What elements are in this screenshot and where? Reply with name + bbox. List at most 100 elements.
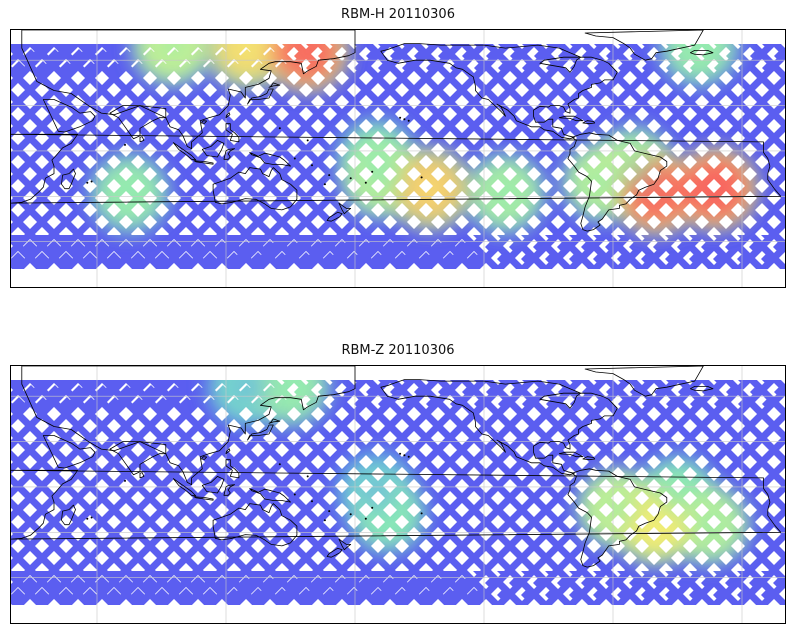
- coastline-north-america: [380, 379, 618, 476]
- coastline-taiwan: [225, 112, 231, 119]
- coastline-java: [193, 160, 214, 165]
- coastline-nz-south: [326, 547, 343, 558]
- coastline-borneo: [201, 476, 225, 494]
- map-canvas-rbm-z: [11, 366, 785, 623]
- coastline-madagascar: [61, 168, 76, 190]
- swath-hotspot-8: [614, 146, 655, 187]
- coastline-newguinea: [249, 488, 291, 503]
- coastline-greenland: [584, 366, 704, 397]
- coastline-cuba: [558, 115, 584, 122]
- coastline-japan: [247, 88, 274, 105]
- island-dot-8: [86, 517, 89, 520]
- coastline-australia: [212, 503, 298, 547]
- island-dot-12: [328, 174, 331, 177]
- coastline-africa-south: [11, 133, 782, 204]
- coastline-newguinea: [249, 152, 291, 167]
- island-dot-14: [364, 517, 367, 520]
- map-canvas-rbm-h: [11, 30, 785, 287]
- coastline-nz-south: [326, 211, 343, 222]
- island-dot-16: [278, 127, 281, 130]
- swath-hotspot-12: [356, 138, 397, 179]
- coastline-eurasia: [21, 366, 356, 486]
- coastline-arabia: [42, 99, 96, 133]
- coastline-sri-lanka: [139, 472, 145, 479]
- coastline-north-america: [380, 43, 618, 140]
- coastline-hokkaido: [268, 418, 281, 424]
- swath-hotspot-2: [597, 488, 638, 529]
- coastline-cuba: [558, 451, 584, 458]
- coastline-philippines: [225, 123, 240, 143]
- island-dot-15: [306, 139, 309, 142]
- island-dot-7: [124, 479, 126, 482]
- coastline-sri-lanka: [139, 136, 145, 143]
- island-dot-7: [124, 143, 126, 146]
- coastline-nz-north: [338, 538, 352, 551]
- island-dot-2: [349, 513, 352, 516]
- coastline-sumatra: [172, 478, 197, 497]
- island-dot-13: [371, 170, 374, 173]
- island-dot-12: [328, 510, 331, 513]
- swath-hotspot-3: [152, 30, 193, 66]
- map-panel-rbm-h: [10, 29, 786, 288]
- graticule: [11, 30, 785, 287]
- swath-hotspot-6: [227, 367, 268, 408]
- coastline-africa-south: [11, 469, 782, 540]
- island-dot-11: [311, 164, 313, 167]
- island-dot-9: [90, 516, 93, 519]
- swath-hotspot-4: [657, 474, 698, 515]
- panel-title-rbm-h: RBM-H 20110306: [341, 7, 455, 22]
- island-dot-9: [90, 180, 93, 183]
- island-dot-16: [278, 463, 281, 466]
- swath-layer: [11, 366, 785, 623]
- swath-hotspot-3: [689, 504, 730, 545]
- coastline-japan: [247, 424, 274, 441]
- coastlines: [11, 366, 782, 568]
- coastline-iceland: [690, 386, 714, 392]
- coastline-sulawesi: [223, 148, 235, 160]
- island-dot-4: [407, 455, 410, 458]
- swath-hotspot-6: [636, 173, 676, 214]
- swath-hotspot-11: [485, 173, 526, 214]
- island-dot-5: [403, 454, 406, 457]
- island-dot-2: [349, 177, 352, 180]
- coastline-borneo: [201, 140, 225, 158]
- coastline-sumatra: [172, 142, 197, 161]
- island-dot-3: [420, 512, 423, 515]
- coastline-hokkaido: [268, 82, 281, 88]
- coastline-australia: [212, 167, 298, 211]
- coastline-taiwan: [225, 448, 231, 455]
- coastline-south-america: [567, 132, 668, 232]
- swath-hotspot-1: [287, 31, 328, 72]
- coastlines: [11, 30, 782, 232]
- swath-hotspot-2: [227, 30, 268, 69]
- coastline-hispaniola: [582, 120, 596, 125]
- island-dot-11: [311, 500, 313, 503]
- island-dot-5: [403, 118, 406, 121]
- swath-hotspot-1: [636, 504, 676, 545]
- island-dot-6: [399, 116, 402, 119]
- panel-title-rbm-z: RBM-Z 20110306: [341, 343, 455, 358]
- swath-layer: [11, 30, 785, 287]
- island-dot-1: [323, 183, 326, 186]
- coastline-iceland: [690, 50, 714, 56]
- swath-hotspot-9: [410, 168, 451, 209]
- coastline-java: [193, 496, 214, 501]
- swath-hotspot-5: [582, 161, 623, 202]
- island-dot-6: [399, 452, 402, 455]
- swath-hotspot-8: [356, 471, 397, 512]
- island-dot-10: [293, 493, 296, 496]
- island-dot-10: [293, 157, 296, 160]
- island-dots: [86, 116, 423, 186]
- island-dot-3: [420, 176, 423, 179]
- swath-level-4: [11, 30, 785, 287]
- island-dot-8: [86, 181, 89, 184]
- coastline-madagascar: [61, 504, 76, 526]
- swath-level-4: [11, 366, 785, 623]
- island-dots: [86, 452, 423, 522]
- swath-hotspot-4: [679, 30, 719, 67]
- island-dot-4: [407, 119, 410, 122]
- coastline-hainan: [200, 456, 208, 460]
- coastline-greenland: [584, 30, 704, 61]
- coastline-nz-north: [338, 202, 352, 215]
- coastline-hainan: [200, 120, 208, 124]
